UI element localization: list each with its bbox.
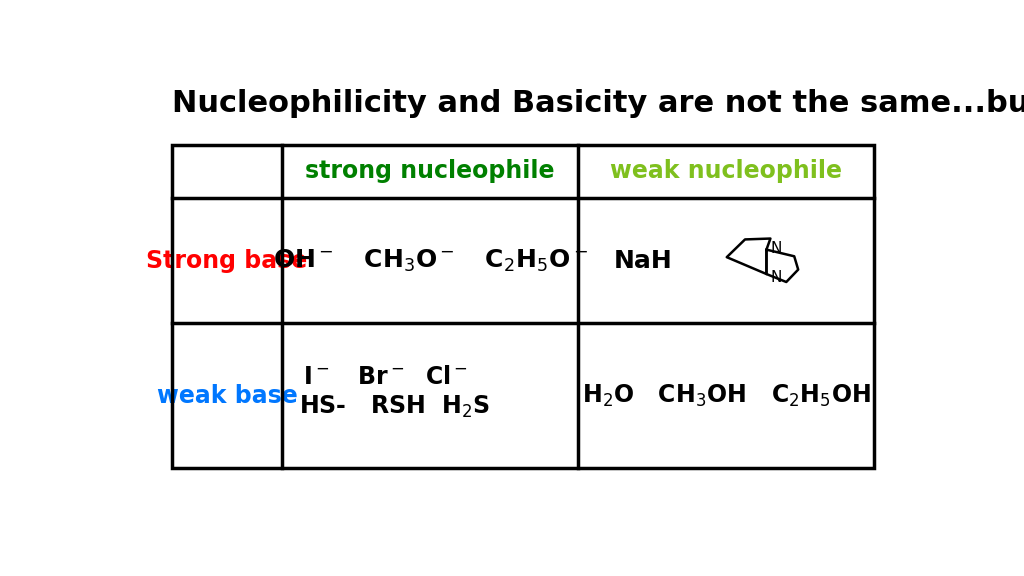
Text: Nucleophilicity and Basicity are not the same...but intertwined: Nucleophilicity and Basicity are not the… (172, 89, 1024, 118)
Text: NaH: NaH (613, 249, 673, 272)
Bar (172, 145, 874, 468)
Text: N: N (770, 270, 781, 285)
Text: N: N (770, 241, 781, 256)
Text: I$^-$   Br$^-$  Cl$^-$: I$^-$ Br$^-$ Cl$^-$ (303, 365, 468, 389)
Text: strong nucleophile: strong nucleophile (305, 160, 555, 183)
Text: Strong base: Strong base (146, 249, 307, 272)
Text: OH$^-$   CH$_3$O$^-$   C$_2$H$_5$O$^-$: OH$^-$ CH$_3$O$^-$ C$_2$H$_5$O$^-$ (272, 248, 588, 274)
Text: weak nucleophile: weak nucleophile (610, 160, 842, 183)
Text: H$_2$O   CH$_3$OH   C$_2$H$_5$OH: H$_2$O CH$_3$OH C$_2$H$_5$OH (582, 382, 870, 409)
Text: HS-   RSH  H$_2$S: HS- RSH H$_2$S (299, 394, 490, 420)
Text: weak base: weak base (157, 384, 297, 408)
